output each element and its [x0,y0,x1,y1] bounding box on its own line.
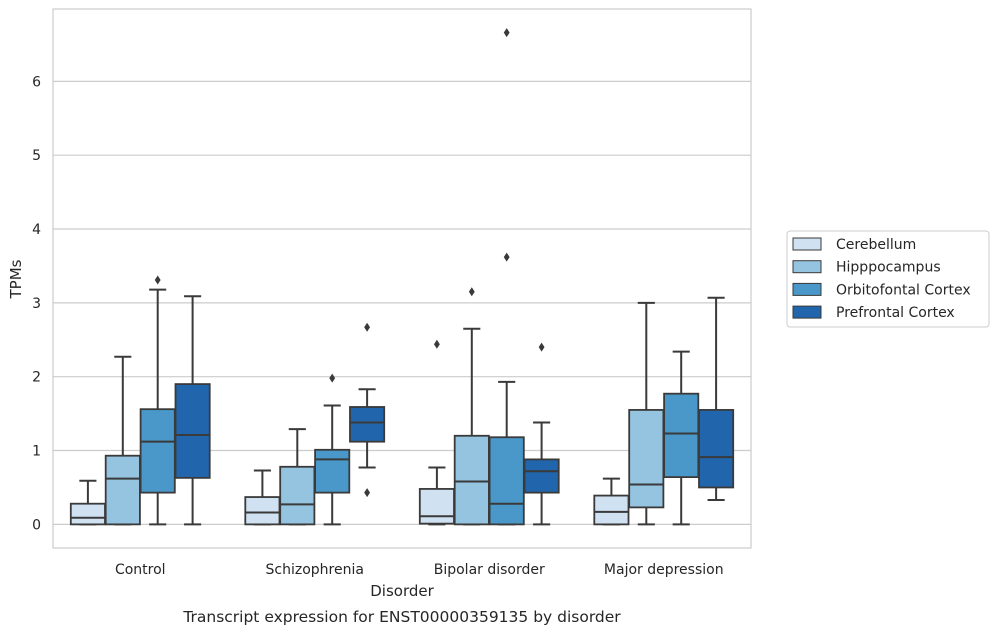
box-body [314,448,351,494]
legend-item: Cerebellum [792,237,916,253]
x-tick-labels: Control Schizophrenia Bipolar disorder Majo… [115,562,724,578]
legend-swatch [792,260,822,274]
chart-caption: Transcript expression for ENST0000035913… [182,608,621,626]
legend-item: Hipppocampus [792,260,941,276]
legend-label: Hipppocampus [836,260,941,276]
box-body [628,409,665,509]
box-hipppocampus-schizophrenia [279,428,316,526]
box-hipppocampus-major-depression [628,301,665,526]
box-orbitofontal-cortex-control [139,275,176,526]
box-groups [69,28,735,526]
box-body [244,496,281,526]
box-body [663,392,700,479]
box-cerebellum-control [69,479,106,526]
legend: Cerebellum Hipppocampus Orbitofontal Corte… [786,230,990,328]
box-body [104,454,141,526]
legend-frame [786,230,990,328]
legend-item: Prefrontal Cortex [792,305,955,321]
legend-swatch [792,282,822,296]
outlier-marker [329,373,336,383]
x-tick-label: Major depression [604,562,724,578]
outlier-marker [364,488,371,498]
box-body [349,406,386,443]
legend-swatch [792,305,822,319]
box-hipppocampus-control [104,355,141,526]
legend-label: Orbitofontal Cortex [836,282,971,298]
x-tick-label: Control [115,562,166,578]
box-cerebellum-schizophrenia [244,469,281,526]
box-prefrontal-cortex-major-depression [698,296,735,502]
box-prefrontal-cortex-schizophrenia [349,322,386,498]
box-orbitofontal-cortex-bipolar-disorder [488,28,525,526]
legend-label: Prefrontal Cortex [836,305,955,321]
y-tick-label: 0 [32,517,41,533]
outlier-marker [503,252,510,262]
y-tick-label: 6 [32,74,41,90]
plot-frame [52,8,752,549]
box-body [69,502,106,526]
outlier-marker [468,287,475,297]
box-cerebellum-major-depression [593,477,630,526]
y-tick-label: 1 [32,444,41,460]
box-body [593,494,630,526]
y-tick-labels: 0 1 2 3 4 5 6 [32,74,41,533]
outlier-marker [503,28,510,38]
outlier-marker [154,275,161,285]
legend-label: Cerebellum [836,237,916,253]
x-tick-label: Bipolar disorder [434,562,545,578]
box-body [488,436,525,526]
y-tick-label: 2 [32,370,41,386]
box-cerebellum-bipolar-disorder [418,339,455,526]
x-axis-label: Disorder [370,582,434,600]
box-orbitofontal-cortex-schizophrenia [314,373,351,526]
box-prefrontal-cortex-control [174,295,211,526]
legend-swatch [792,237,822,251]
y-tick-label: 3 [32,296,41,312]
y-axis-label: TPMs [7,259,25,299]
y-tick-label: 4 [32,222,41,238]
box-body [418,488,455,525]
y-tick-label: 5 [32,148,41,164]
box-prefrontal-cortex-bipolar-disorder [523,342,560,526]
outlier-marker [433,339,440,349]
box-body [698,409,735,489]
box-body [279,465,316,526]
box-orbitofontal-cortex-major-depression [663,350,700,526]
x-tick-label: Schizophrenia [266,562,364,578]
box-body [453,434,490,526]
outlier-marker [538,342,545,352]
box-body [139,408,176,494]
box-body [174,383,211,479]
outlier-marker [364,322,371,332]
box-hipppocampus-bipolar-disorder [453,287,490,526]
legend-item: Orbitofontal Cortex [792,282,971,298]
box-body [523,458,560,494]
